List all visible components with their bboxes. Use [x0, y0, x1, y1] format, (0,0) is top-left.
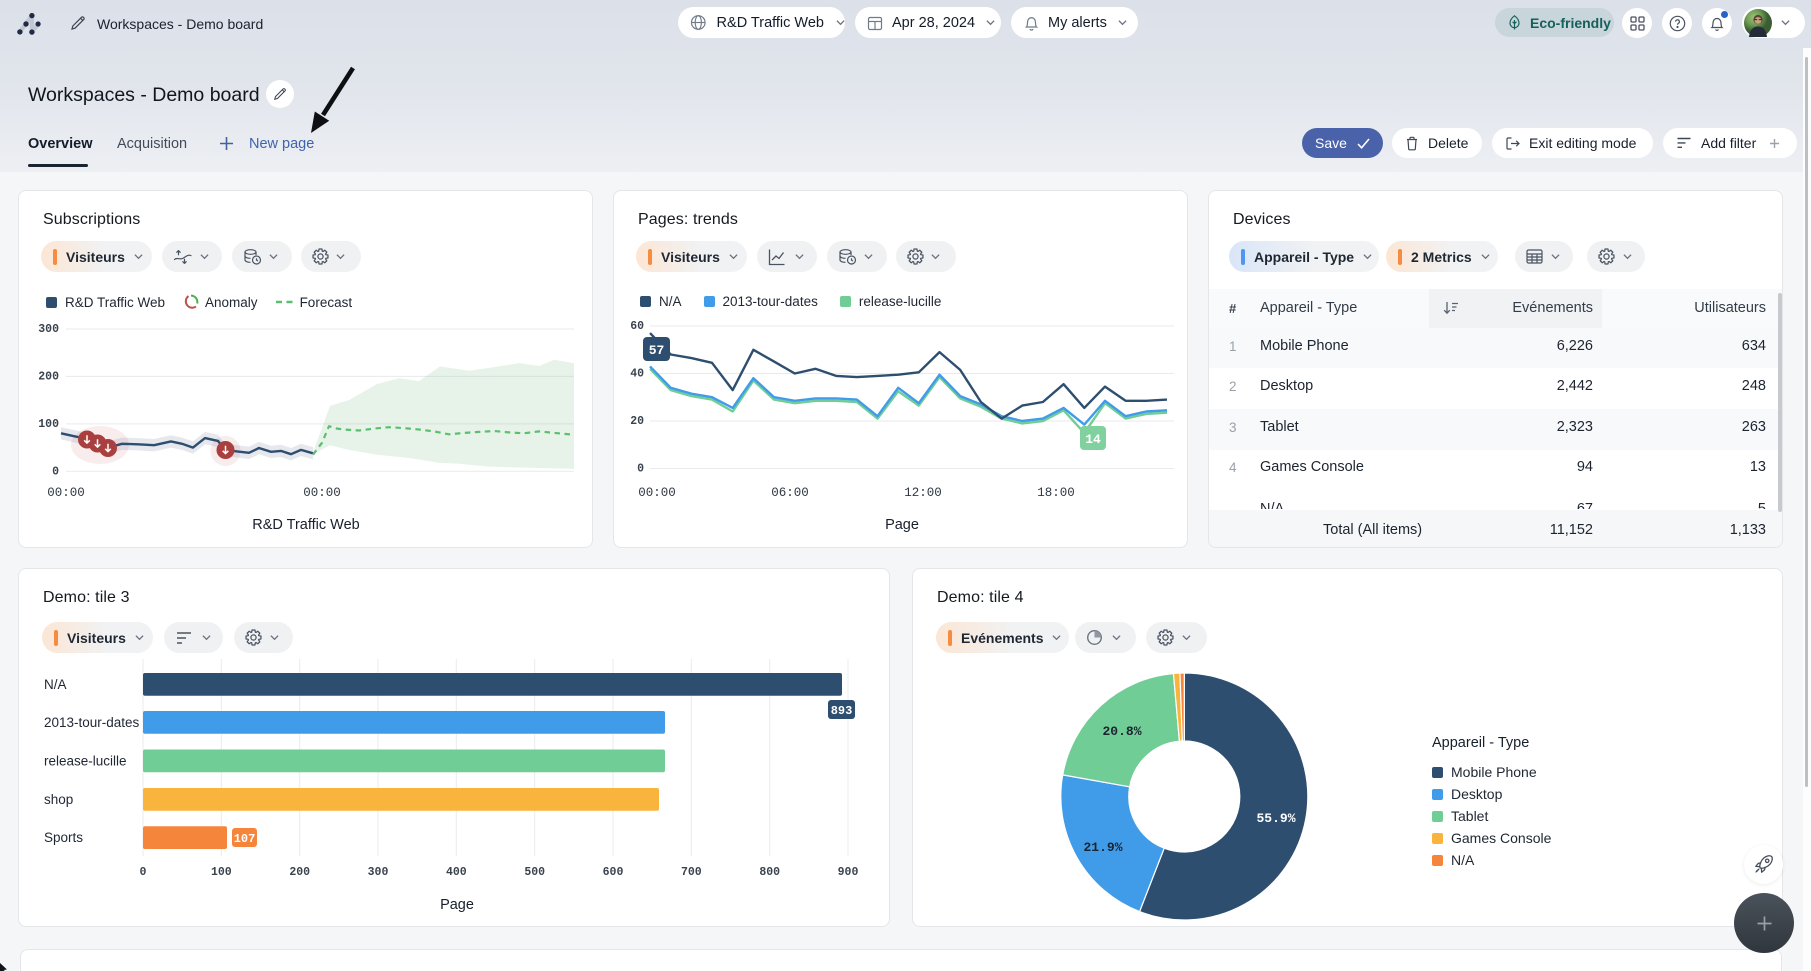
svg-text:57: 57	[649, 343, 665, 358]
svg-text:12:00: 12:00	[904, 486, 942, 500]
svg-text:800: 800	[759, 866, 780, 879]
svg-text:893: 893	[831, 704, 853, 718]
svg-text:55.9%: 55.9%	[1256, 811, 1295, 826]
svg-text:500: 500	[524, 866, 545, 879]
svg-text:00:00: 00:00	[638, 486, 676, 500]
svg-text:40: 40	[630, 368, 644, 381]
svg-text:100: 100	[211, 866, 232, 879]
svg-text:14: 14	[1085, 432, 1101, 447]
svg-text:00:00: 00:00	[303, 486, 341, 500]
svg-text:20.8%: 20.8%	[1102, 724, 1141, 739]
svg-text:100: 100	[38, 418, 59, 431]
svg-text:06:00: 06:00	[771, 486, 809, 500]
svg-text:N/A: N/A	[44, 677, 67, 692]
svg-text:0: 0	[637, 463, 644, 476]
svg-text:R&D Traffic Web: R&D Traffic Web	[252, 517, 359, 533]
svg-text:900: 900	[838, 866, 859, 879]
svg-text:18:00: 18:00	[1037, 486, 1075, 500]
svg-text:300: 300	[38, 323, 59, 336]
svg-text:200: 200	[38, 370, 59, 383]
svg-text:300: 300	[368, 866, 389, 879]
svg-text:21.9%: 21.9%	[1083, 840, 1122, 855]
svg-text:0: 0	[140, 866, 147, 879]
svg-text:Page: Page	[885, 517, 919, 533]
svg-text:0: 0	[52, 465, 59, 478]
svg-text:400: 400	[446, 866, 467, 879]
svg-text:107: 107	[234, 832, 256, 846]
svg-text:Page: Page	[440, 897, 474, 913]
svg-text:Sports: Sports	[44, 830, 83, 845]
svg-text:00:00: 00:00	[47, 486, 85, 500]
svg-text:700: 700	[681, 866, 702, 879]
svg-text:20: 20	[630, 415, 644, 428]
svg-text:600: 600	[603, 866, 624, 879]
svg-text:release-lucille: release-lucille	[44, 754, 127, 769]
svg-text:shop: shop	[44, 792, 73, 807]
svg-text:2013-tour-dates: 2013-tour-dates	[44, 715, 140, 730]
svg-text:60: 60	[630, 320, 644, 333]
svg-text:200: 200	[289, 866, 310, 879]
